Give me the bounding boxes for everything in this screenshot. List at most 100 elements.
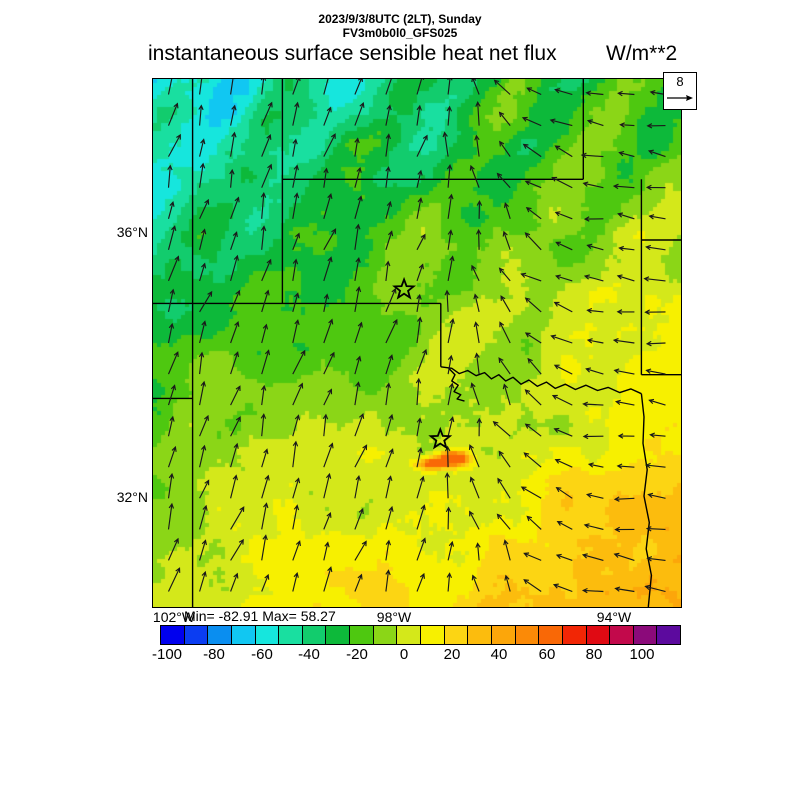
wind-vector-arrow [446,105,453,126]
wind-vector-legend-value: 8 [676,74,684,89]
wind-vector-arrow [643,276,666,282]
wind-vector-arrow [323,293,330,313]
wind-vector-arrow [199,479,210,499]
wind-vector-arrow [416,417,422,437]
wind-vector-arrow [502,230,511,250]
wind-vector-arrow [416,169,423,188]
wind-vector-arrow [645,368,666,375]
wind-vector-arrow [616,274,635,282]
wind-vector-arrow [199,414,209,437]
colorbar-cell-18 [586,626,611,644]
colorbar-tick-labels: -100 -80 -60 -40 -20 0 20 40 60 80 100 [0,646,800,668]
wind-vector-arrow [199,162,206,188]
colorbar-tick-2: -60 [251,646,273,663]
wind-vector-arrow [416,504,426,530]
wind-vector-arrow [554,211,573,220]
wind-vector-arrow [496,513,511,530]
wind-vector-arrow [646,123,666,129]
wind-vector-arrow [167,133,181,157]
wind-vector-arrow [644,462,666,469]
wind-vector-arrow [199,198,210,220]
wind-vector-arrow [354,286,362,312]
wind-vector-arrow [230,506,245,530]
wind-vector-arrow [551,176,573,189]
wind-vector-arrow [644,584,666,593]
wind-vector-arrow [447,540,455,561]
state-border-path-10 [440,366,642,395]
wind-vector-arrow [292,571,299,592]
station-markers [392,276,453,450]
wind-vector-arrow [323,541,330,561]
wind-vector-arrow [475,228,482,250]
wind-vector-arrow [583,523,604,530]
wind-vector-arrow [447,79,453,95]
colorbar-cell-12 [444,626,469,644]
wind-vector-arrow [385,133,391,157]
wind-vector-arrow [292,504,300,530]
wind-vector-arrow [323,318,334,344]
lat-label-32n: 32°N [116,489,148,505]
wind-vector-arrow [416,197,423,219]
wind-vector-arrow [292,319,300,344]
lon-label-102w: 102°W [152,609,196,625]
colorbar-cell-9 [373,626,398,644]
wind-vector-arrow [260,413,267,437]
wind-vector-arrow [167,537,179,561]
wind-vector-arrow [645,526,666,532]
wind-vector-arrow [261,384,267,406]
wind-vector-arrow [645,184,666,191]
wind-vector-arrow [230,320,240,344]
wind-vector-arrow [323,442,334,468]
wind-vector-arrow [549,118,573,127]
wind-vector-arrow [555,487,573,499]
wind-vector-arrow [473,293,480,313]
wind-vector-arrow [354,223,361,250]
header-block: 2023/9/3/8UTC (2LT), Sunday FV3m0b0l0_GF… [0,12,800,40]
wind-vector-arrow [354,381,361,406]
wind-vector-arrow [354,79,363,95]
wind-vector-arrow [167,201,175,219]
wind-vector-arrow [230,416,241,437]
wind-vector-arrow [614,526,635,533]
wind-vector-arrow [230,254,239,282]
colorbar-cell-1 [184,626,209,644]
colorbar-cell-13 [468,626,492,644]
wind-vector-arrow [612,338,635,344]
wind-vector-arrow [385,79,392,95]
wind-vector-arrow [447,255,455,282]
colorbar-cell-2 [208,626,232,644]
wind-vector-arrow [416,316,423,344]
wind-vector-arrow [323,79,329,95]
wind-vector-arrow [476,200,483,219]
wind-vector-arrow [167,567,181,592]
star-marker-0[interactable] [392,276,417,300]
colorbar-cell-14 [491,626,516,644]
units-label: W/m**2 [606,42,678,65]
colorbar-tick-9: 80 [585,646,603,663]
wind-vector-arrow [292,349,306,375]
lat-label-36n: 36°N [116,224,148,240]
wind-vector-arrow [471,264,480,282]
wind-vector-arrow [499,140,511,157]
wind-vector-arrow [587,462,604,468]
wind-vector-arrow [323,192,333,219]
wind-vector-arrow [354,137,360,157]
wind-vector-arrow [167,225,177,250]
wind-vector-arrow [416,447,423,468]
wind-vector-arrow [261,258,272,282]
star-marker-1[interactable] [428,426,453,450]
map-overlay-vectors-and-borders [153,79,681,607]
wind-vector-arrow [446,163,453,188]
map-plot-area[interactable] [152,78,682,608]
wind-vector-arrow [354,412,365,437]
colorbar-cell-5 [279,626,303,644]
wind-vector-arrow [552,583,573,593]
wind-vector-arrow [260,79,267,95]
wind-vector-arrow [167,384,177,406]
colorbar-cell-4 [255,626,280,644]
wind-vector-arrow [261,349,271,375]
wind-vector-arrow [583,216,604,222]
wind-vector-arrow [199,320,207,344]
wind-vector-arrow [646,556,666,562]
wind-vector-arrow [614,399,635,406]
